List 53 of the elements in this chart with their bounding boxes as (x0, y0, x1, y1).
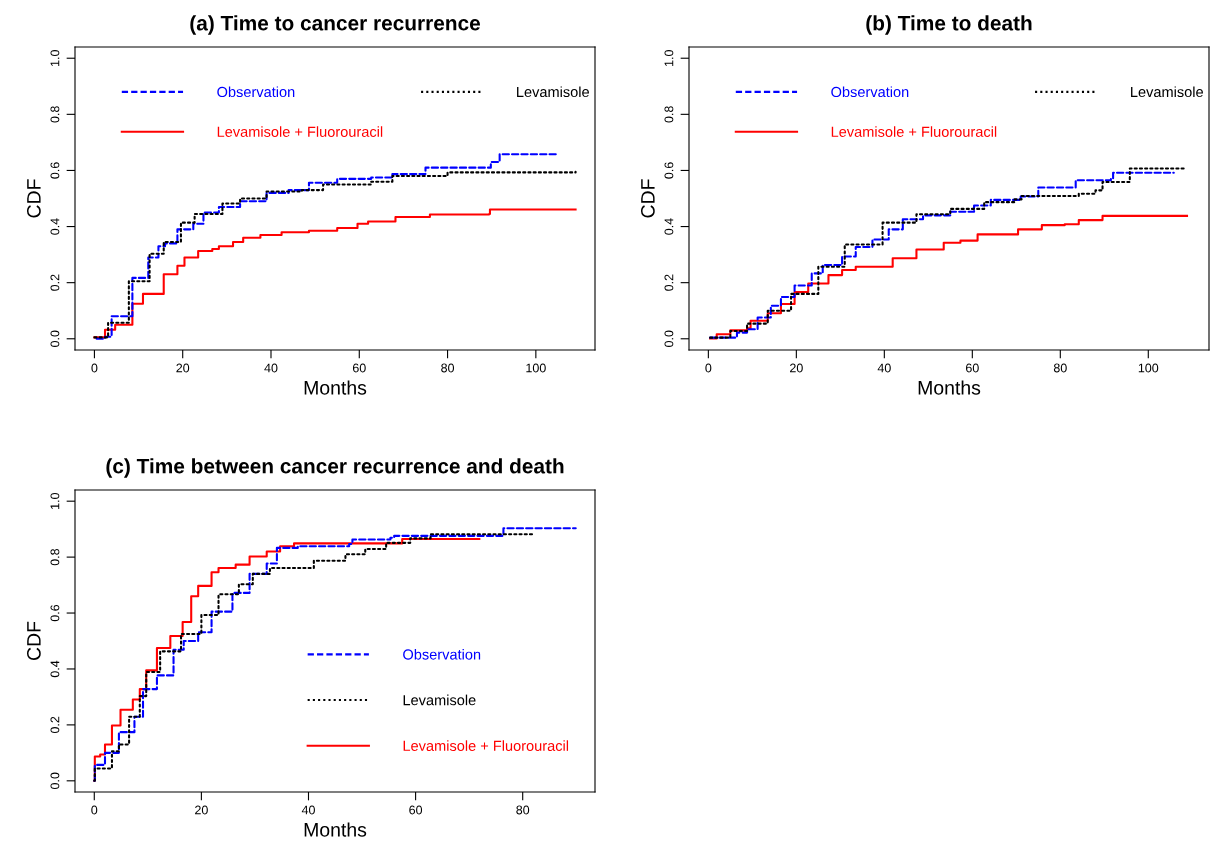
y-axis-title: CDF (26, 179, 41, 218)
x-tick-label: 40 (301, 805, 315, 815)
y-tick-label: 0.8 (50, 548, 60, 566)
x-tick-label: 40 (264, 363, 278, 373)
x-tick-label: 20 (176, 363, 190, 373)
y-axis-title: CDF (26, 621, 41, 660)
x-tick-label: 20 (195, 805, 208, 815)
chart-title: (c) Time between cancer recurrence and death (106, 458, 564, 478)
legend-label: Levamisole (403, 694, 476, 706)
x-tick-label: 40 (877, 363, 891, 373)
x-tick-label: 80 (1053, 363, 1067, 373)
y-tick-label: 0.2 (50, 274, 60, 291)
y-tick-label: 0.4 (664, 218, 674, 235)
y-tick-label: 0.6 (50, 162, 60, 179)
legend-label: Observation (217, 86, 295, 98)
y-tick-label: 0.4 (50, 660, 60, 678)
y-tick-label: 0.6 (664, 162, 674, 179)
x-tick-label: 20 (790, 363, 803, 373)
y-tick-label: 0.8 (664, 106, 674, 123)
x-tick-label: 100 (1138, 363, 1159, 373)
y-tick-label: 0.2 (664, 274, 674, 291)
y-axis-title: CDF (640, 179, 655, 218)
y-tick-label: 0.8 (50, 106, 60, 123)
y-tick-label: 0.0 (664, 330, 674, 347)
y-tick-label: 0.2 (50, 716, 60, 734)
x-tick-label: 0 (91, 805, 98, 815)
chart-title: (b) Time to death (866, 15, 1032, 35)
y-tick-label: 1.0 (50, 50, 60, 66)
x-tick-label: 100 (526, 363, 546, 373)
x-tick-label: 60 (966, 363, 979, 373)
y-tick-label: 1.0 (664, 50, 674, 66)
chart-title: (a) Time to cancer recurrence (190, 15, 481, 35)
legend-label: Levamisole (517, 86, 589, 98)
legend-label: Levamisole (1131, 86, 1203, 98)
y-tick-label: 0.0 (50, 330, 60, 347)
x-axis-title: Months (304, 380, 367, 395)
y-tick-label: 1.0 (50, 492, 60, 509)
legend-label: Levamisole + Fluorouracil (831, 126, 997, 137)
legend-label: Levamisole + Fluorouracil (403, 740, 569, 751)
x-tick-label: 0 (705, 363, 712, 373)
x-axis-title: Months (918, 380, 981, 395)
legend-label: Levamisole + Fluorouracil (217, 126, 383, 137)
y-tick-label: 0.6 (50, 604, 60, 622)
y-tick-label: 0.0 (50, 772, 60, 790)
x-tick-label: 60 (352, 363, 366, 373)
x-axis-title: Months (304, 822, 367, 837)
legend-label: Observation (403, 648, 481, 660)
x-tick-label: 80 (516, 805, 530, 815)
x-tick-label: 80 (441, 363, 455, 373)
x-tick-label: 0 (91, 363, 98, 373)
y-tick-label: 0.4 (50, 218, 60, 235)
x-tick-label: 60 (409, 805, 423, 815)
legend-label: Observation (831, 86, 909, 98)
